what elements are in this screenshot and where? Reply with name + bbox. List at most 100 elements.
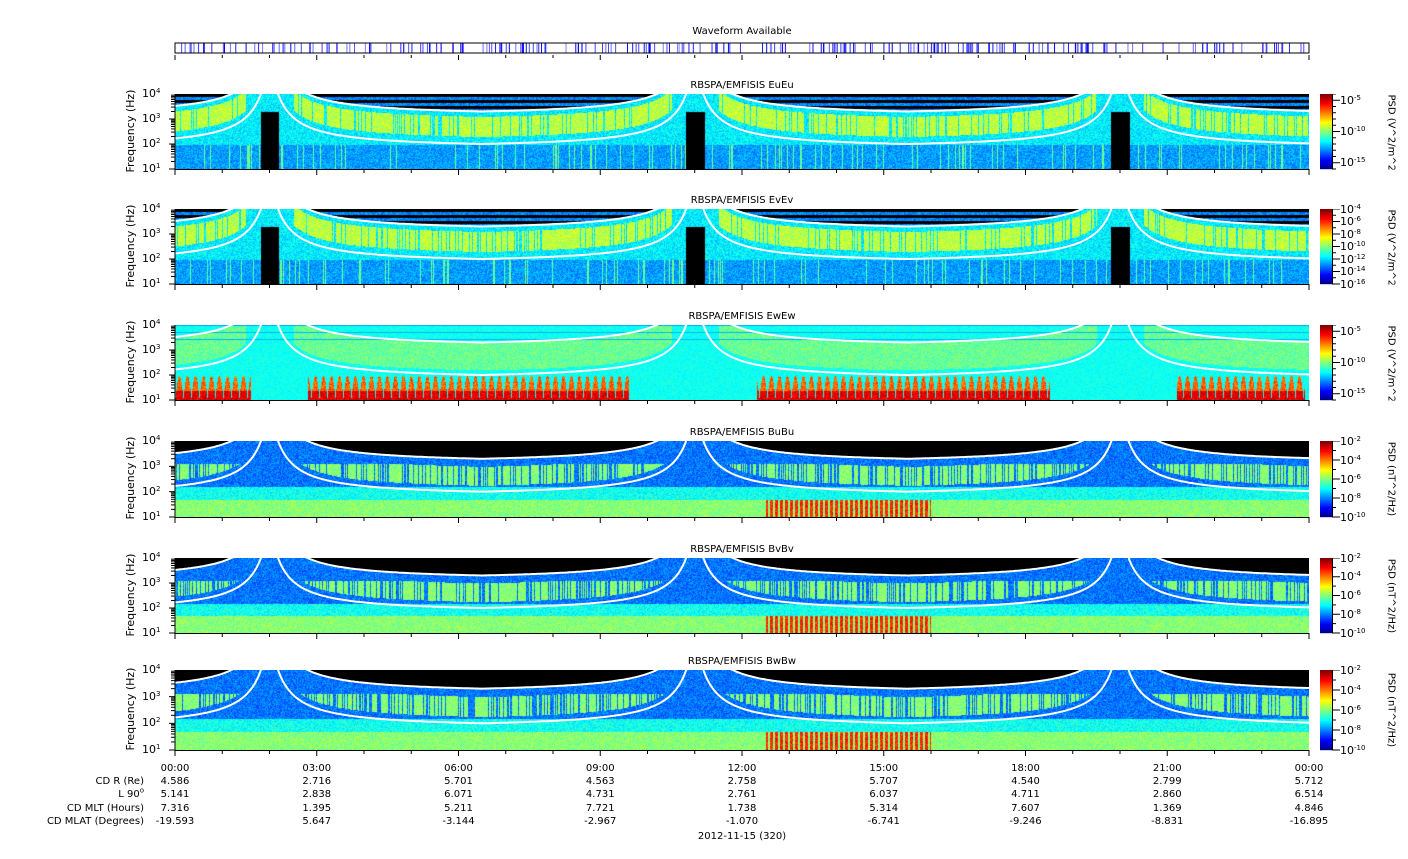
colorbar-swatch [1320, 357, 1332, 359]
colorbar-swatch [1320, 737, 1332, 739]
row-label-text: CD MLT (Hours) [66, 802, 144, 814]
colorbar-tick-label: 10-8 [1340, 227, 1361, 241]
colorbar-swatch [1320, 671, 1332, 673]
colorbar-swatch [1320, 123, 1332, 125]
panel-title: RBSPA/EMFISIS BuBu [689, 427, 795, 438]
colorbar-swatch [1320, 250, 1332, 252]
colorbar-exponent: -8 [1354, 491, 1361, 500]
colorbar-swatch [1320, 98, 1332, 100]
colorbar-swatch [1320, 711, 1332, 713]
row-value: 4.846 [1294, 802, 1324, 814]
colorbar-swatch [1320, 261, 1332, 263]
y-tick-exponent: 1 [156, 277, 161, 285]
colorbar-swatch [1320, 442, 1332, 444]
panel-axes [169, 325, 1310, 406]
colorbar-swatch [1320, 709, 1332, 711]
colorbar-swatch [1320, 161, 1332, 163]
row-label: CD MLT (Hours) [67, 803, 144, 815]
colorbar-swatch [1320, 727, 1332, 729]
colorbar-swatch [1320, 587, 1332, 589]
colorbar-swatch [1320, 743, 1332, 745]
colorbar-swatch [1320, 325, 1332, 327]
colorbar-swatch [1320, 167, 1332, 169]
colorbar-swatch [1320, 373, 1332, 375]
colorbar-swatch [1320, 692, 1332, 694]
colorbar-swatch [1320, 144, 1332, 146]
x-tick-label: 09:00 [585, 763, 615, 774]
colorbar-label: PSD (nT^2/Hz) [1385, 672, 1397, 748]
colorbar-swatch [1320, 239, 1332, 241]
colorbar-swatch [1320, 334, 1332, 336]
colorbar-exponent: -6 [1354, 589, 1361, 597]
y-tick-label: 101 [142, 743, 161, 756]
colorbar-swatch [1320, 617, 1332, 619]
upper-cutoff-curve [175, 325, 1309, 344]
colorbar-swatch [1320, 349, 1332, 351]
y-tick-label: 103 [142, 112, 161, 125]
colorbar-swatch [1320, 397, 1332, 399]
colorbar-swatch [1320, 344, 1332, 346]
colorbar-swatch [1320, 513, 1332, 515]
colorbar-swatch [1320, 368, 1332, 370]
row-value: 2.860 [1152, 789, 1182, 801]
y-tick-exponent: 2 [156, 252, 161, 260]
row-value: 4.711 [1011, 789, 1040, 801]
colorbar-swatch [1320, 229, 1332, 231]
colorbar-swatch [1320, 110, 1332, 112]
colorbar-swatch [1320, 596, 1332, 598]
row-value: 1.738 [727, 802, 757, 814]
y-tick-label: 103 [142, 689, 161, 703]
y-tick-exponent: 4 [156, 434, 161, 442]
colorbar-exponent: -10 [1354, 240, 1366, 248]
colorbar-swatch [1320, 130, 1332, 132]
colorbar-swatch [1320, 729, 1332, 731]
colorbar-swatch [1320, 516, 1332, 518]
colorbar-swatch [1320, 619, 1332, 621]
colorbar-swatch [1320, 99, 1332, 101]
colorbar-swatch [1320, 682, 1332, 684]
colorbar-swatch [1320, 497, 1332, 499]
y-tick-exponent: 2 [156, 484, 161, 493]
colorbar-exponent: -8 [1354, 723, 1361, 732]
colorbar-swatch [1320, 715, 1332, 717]
colorbar-swatch [1320, 680, 1332, 682]
y-tick-label: 103 [142, 227, 161, 240]
colorbar-swatch [1320, 717, 1332, 719]
colorbar-swatch [1320, 164, 1332, 166]
row-value: -6.741 [867, 815, 900, 827]
colorbar-swatch [1320, 327, 1332, 329]
colorbar-swatch [1320, 686, 1332, 688]
colorbar-tick-label: 10-8 [1340, 723, 1361, 737]
colorbar-swatch [1320, 730, 1332, 732]
colorbar-swatch [1320, 611, 1332, 613]
colorbar-swatch [1320, 441, 1332, 443]
y-axis-label: Frequency (Hz) [124, 436, 137, 520]
row-label-text: CD R (Re) [95, 776, 144, 787]
colorbar-swatch [1320, 607, 1332, 609]
colorbar-swatch [1320, 131, 1332, 133]
colorbar-swatch [1320, 475, 1332, 477]
colorbar-swatch [1320, 391, 1332, 393]
colorbar-swatch [1320, 248, 1332, 250]
y-axis-label: Frequency (Hz) [124, 667, 137, 751]
colorbar-swatch [1320, 96, 1332, 98]
colorbar-swatch [1320, 614, 1332, 616]
colorbar-swatch [1320, 360, 1332, 362]
colorbar-swatch [1320, 101, 1332, 103]
colorbar-swatch [1320, 693, 1332, 695]
y-tick-label: 101 [142, 510, 161, 523]
panel-title: RBSPA/EMFISIS EwEw [688, 311, 796, 322]
y-tick-label: 104 [142, 663, 161, 676]
colorbar-swatch [1320, 282, 1332, 284]
colorbar-swatch [1320, 234, 1332, 236]
colorbar-swatch [1320, 482, 1332, 484]
x-tick-label: 12:00 [727, 763, 757, 774]
row-value: -16.895 [1289, 815, 1329, 827]
colorbar-swatch [1320, 453, 1332, 455]
colorbar-label: PSD (nT^2/Hz) [1385, 558, 1397, 633]
colorbar-swatch [1320, 166, 1332, 168]
colorbar-tick-label: 10-4 [1340, 453, 1361, 467]
colorbar [1320, 94, 1340, 170]
colorbar-swatch [1320, 276, 1332, 278]
row-value: 6.071 [444, 789, 473, 801]
